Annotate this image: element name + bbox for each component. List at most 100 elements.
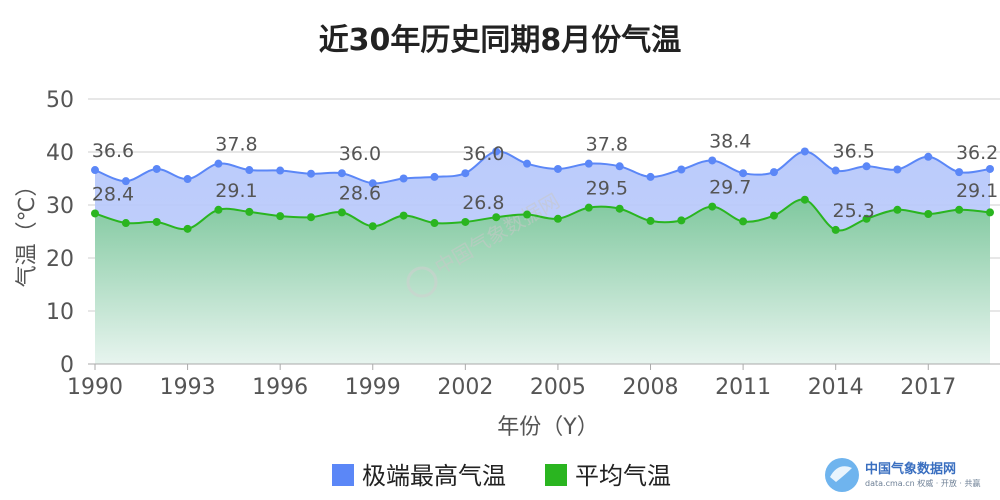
legend-swatch-avg[interactable]: [545, 464, 567, 486]
point-max[interactable]: [615, 162, 624, 171]
point-max[interactable]: [461, 169, 470, 178]
x-tick-label: 2017: [900, 375, 956, 400]
point-max[interactable]: [955, 168, 964, 177]
data-label-avg: 29.1: [215, 180, 257, 202]
point-avg[interactable]: [368, 222, 377, 231]
point-avg[interactable]: [584, 203, 593, 212]
x-tick-label: 1993: [160, 375, 216, 400]
data-labels: 36.6 37.8 36.0 36.0 37.8 38.4 36.5 36.2 28.4 29.1…: [92, 130, 998, 221]
data-label-max: 36.2: [956, 142, 998, 164]
brand-name: 中国气象数据网: [865, 461, 956, 477]
x-axis-label: 年份（Y）: [497, 415, 598, 440]
x-axis: 1990 1993 1996 1999 2002 2005 2008 2011 2014 2017: [67, 363, 1000, 400]
point-avg[interactable]: [800, 195, 809, 204]
watermark-logo-icon: [406, 266, 438, 298]
point-avg[interactable]: [986, 208, 994, 217]
x-tick-label: 2014: [808, 375, 864, 400]
point-max[interactable]: [245, 166, 254, 175]
point-avg[interactable]: [121, 219, 130, 228]
point-max[interactable]: [739, 169, 748, 178]
point-max[interactable]: [337, 169, 346, 178]
x-tick-label: 1990: [67, 375, 123, 400]
legend-label-max[interactable]: 极端最高气温: [362, 462, 506, 490]
point-avg[interactable]: [553, 214, 562, 223]
data-label-max: 36.0: [339, 143, 381, 165]
point-avg[interactable]: [769, 211, 778, 220]
point-max[interactable]: [523, 159, 532, 168]
point-avg[interactable]: [646, 216, 655, 225]
y-tick-label: 30: [46, 194, 74, 219]
point-max[interactable]: [708, 156, 717, 165]
x-tick-label: 2002: [437, 375, 493, 400]
point-avg[interactable]: [677, 216, 686, 225]
point-avg[interactable]: [245, 207, 254, 216]
point-avg[interactable]: [739, 217, 748, 226]
brand-url: data.cma.cn 权威 · 开放 · 共赢: [865, 478, 980, 488]
x-tick-label: 2008: [623, 375, 679, 400]
point-max[interactable]: [214, 159, 223, 168]
point-avg[interactable]: [708, 202, 717, 211]
point-max[interactable]: [276, 166, 285, 175]
point-avg[interactable]: [91, 209, 99, 218]
point-avg[interactable]: [893, 205, 902, 214]
point-max[interactable]: [430, 172, 439, 181]
point-max[interactable]: [677, 165, 686, 174]
point-max[interactable]: [862, 162, 871, 171]
point-max[interactable]: [893, 165, 902, 174]
y-axis-ticks: 0 10 20 30 40 50: [46, 88, 74, 378]
point-avg[interactable]: [430, 219, 439, 228]
data-label-max: 37.8: [215, 134, 257, 156]
data-label-avg: 29.1: [956, 180, 998, 202]
point-max[interactable]: [121, 177, 130, 186]
x-tick-label: 2011: [715, 375, 771, 400]
area-avg: [95, 199, 990, 364]
data-label-max: 38.4: [709, 130, 751, 152]
data-label-avg: 29.7: [709, 177, 751, 199]
x-tick-label: 2005: [530, 375, 586, 400]
point-avg[interactable]: [523, 210, 532, 219]
point-avg[interactable]: [615, 204, 624, 213]
point-max[interactable]: [492, 147, 501, 156]
brand-swirl-icon: [830, 466, 852, 482]
point-max[interactable]: [183, 175, 192, 184]
point-avg[interactable]: [492, 213, 501, 222]
point-avg[interactable]: [152, 217, 161, 226]
data-label-max: 37.8: [586, 134, 628, 156]
chart-title: 近30年历史同期8月份气温: [319, 23, 682, 58]
point-max[interactable]: [399, 174, 408, 183]
y-tick-label: 50: [46, 88, 74, 113]
point-max[interactable]: [831, 166, 840, 175]
point-max[interactable]: [646, 172, 655, 181]
point-max[interactable]: [152, 164, 161, 173]
data-label-avg: 29.5: [586, 178, 628, 200]
point-max[interactable]: [91, 166, 99, 175]
point-max[interactable]: [769, 168, 778, 177]
point-avg[interactable]: [183, 224, 192, 233]
data-label-avg: 26.8: [462, 192, 504, 214]
point-max[interactable]: [924, 152, 933, 161]
point-max[interactable]: [307, 169, 316, 178]
point-max[interactable]: [584, 159, 593, 168]
point-max[interactable]: [986, 164, 994, 173]
point-avg[interactable]: [214, 205, 223, 214]
data-label-avg: 28.6: [339, 182, 381, 204]
point-max[interactable]: [368, 179, 377, 188]
point-avg[interactable]: [276, 212, 285, 221]
data-label-max: 36.5: [833, 141, 875, 163]
point-avg[interactable]: [307, 213, 316, 222]
point-max[interactable]: [553, 164, 562, 173]
legend-swatch-max[interactable]: [332, 464, 354, 486]
point-max[interactable]: [800, 147, 809, 156]
point-avg[interactable]: [337, 208, 346, 217]
data-label-avg: 25.3: [833, 200, 875, 222]
x-tick-label: 1999: [345, 375, 401, 400]
point-avg[interactable]: [924, 210, 933, 219]
point-avg[interactable]: [955, 205, 964, 214]
point-avg[interactable]: [862, 214, 871, 223]
brand-logo: 中国气象数据网 data.cma.cn 权威 · 开放 · 共赢: [825, 458, 980, 492]
y-axis-label: 气温（℃）: [15, 175, 40, 288]
point-avg[interactable]: [399, 211, 408, 220]
legend-label-avg[interactable]: 平均气温: [575, 462, 671, 490]
point-avg[interactable]: [461, 217, 470, 226]
point-avg[interactable]: [831, 225, 840, 234]
